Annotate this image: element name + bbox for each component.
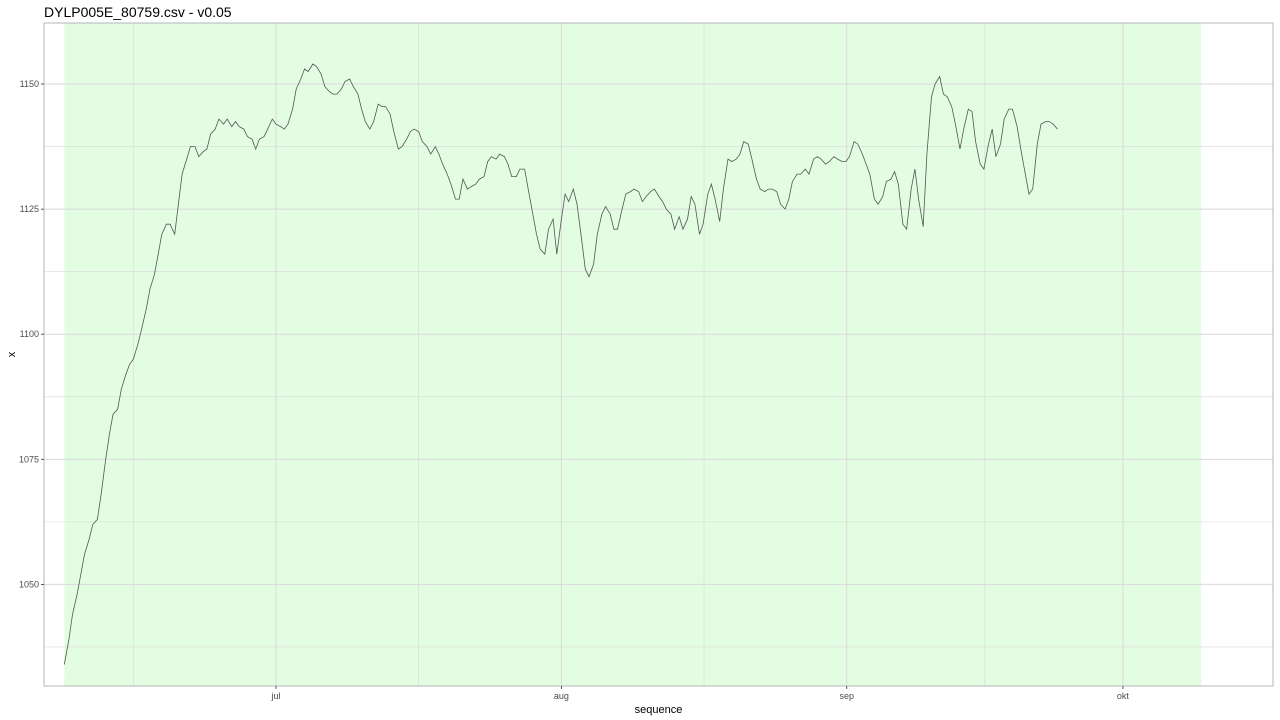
panel-border bbox=[43, 22, 1274, 687]
y-tick-label: 1100 bbox=[20, 329, 39, 339]
x-tick-label: jul bbox=[270, 691, 280, 701]
y-tick-label: 1075 bbox=[19, 454, 39, 464]
series-line-x bbox=[63, 63, 1058, 665]
y-axis-title: x bbox=[6, 351, 18, 357]
gridlines bbox=[44, 23, 1273, 686]
x-tick-label: sep bbox=[840, 691, 855, 701]
y-tick-label: 1125 bbox=[20, 204, 39, 214]
x-tick-label: aug bbox=[554, 691, 569, 701]
chart-title: DYLP005E_80759.csv - v0.05 bbox=[44, 4, 232, 20]
highlight-band bbox=[64, 23, 1202, 686]
x-axis-title: sequence bbox=[635, 704, 683, 716]
y-tick-label: 1150 bbox=[20, 79, 39, 89]
y-tick-label: 1050 bbox=[19, 579, 39, 589]
x-tick-label: okt bbox=[1117, 691, 1130, 701]
x-axis-ticks: jul aug sep okt bbox=[270, 686, 1129, 701]
y-axis-ticks: 1050 1075 1100 1125 1150 bbox=[19, 79, 44, 589]
